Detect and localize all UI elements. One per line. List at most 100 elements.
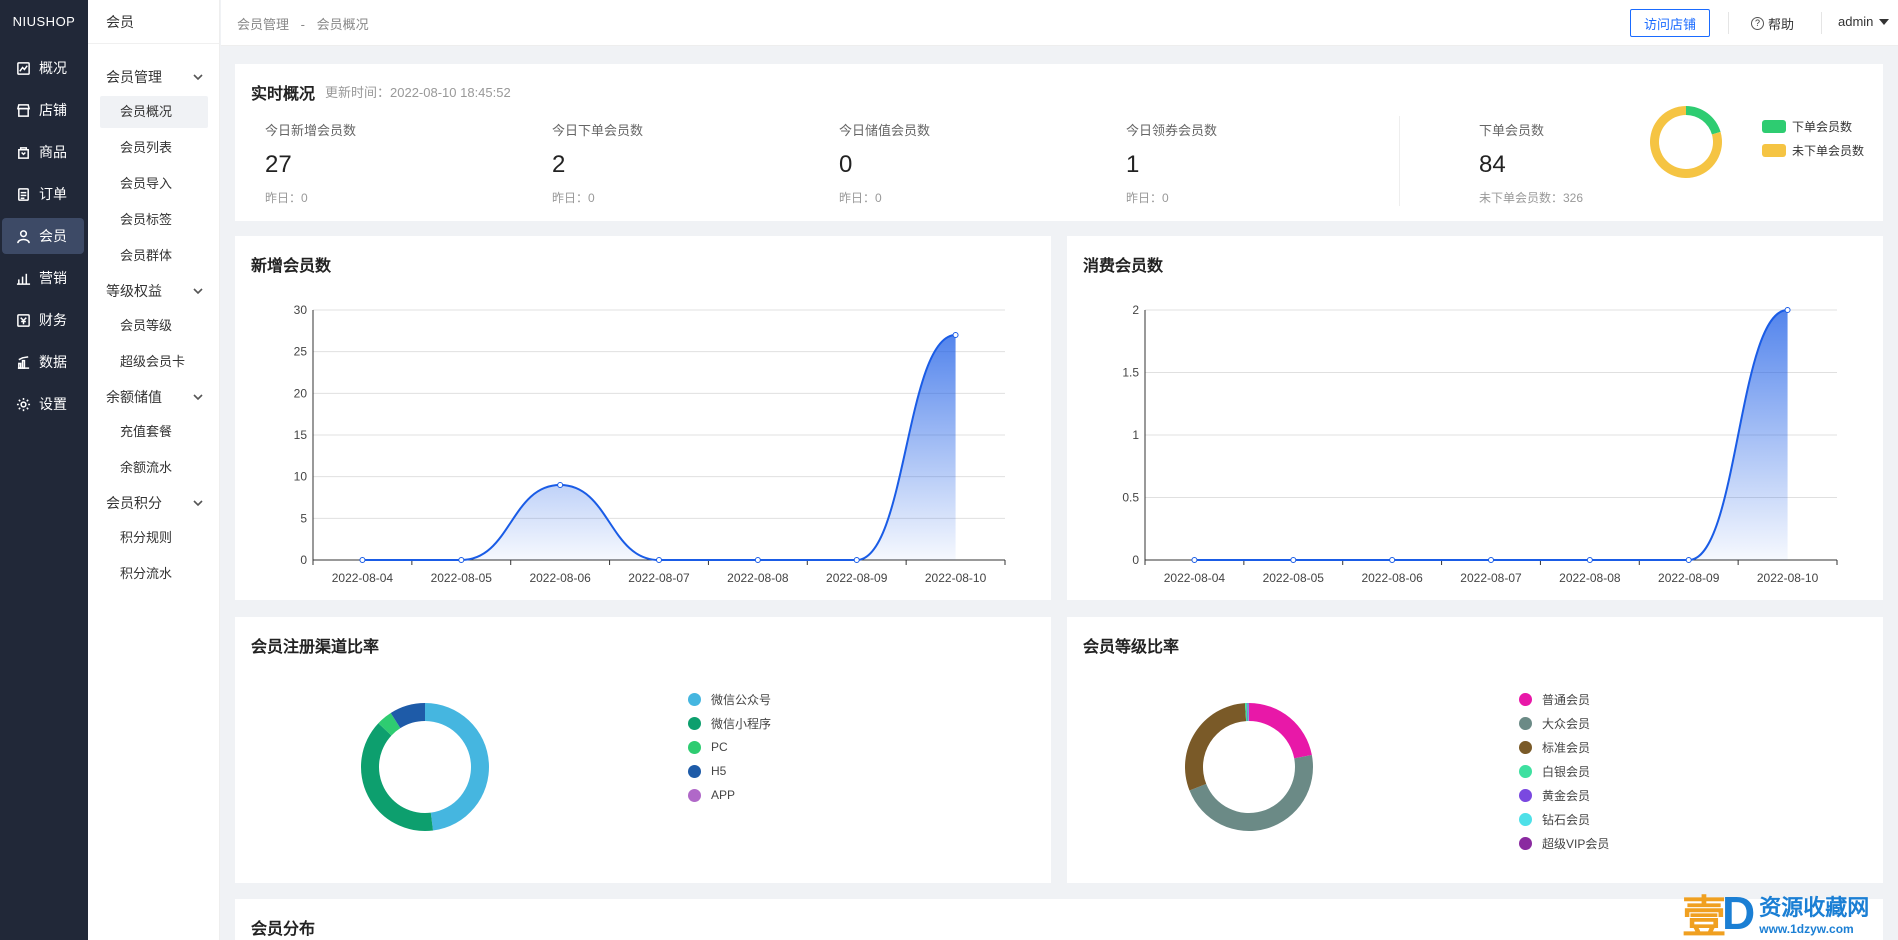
divider — [1728, 12, 1729, 34]
channel-legend-item[interactable]: 微信公众号 — [688, 687, 771, 711]
nav-item[interactable]: 数据 — [2, 344, 84, 380]
level-legend-item[interactable]: 钻石会员 — [1519, 807, 1609, 831]
top-bar: 会员管理 - 会员概况 访问店铺 ? 帮助 admin — [221, 0, 1898, 46]
sidebar-item[interactable]: 会员概况 — [100, 96, 208, 128]
data-point[interactable] — [359, 557, 366, 563]
level-legend-item[interactable]: 白银会员 — [1519, 759, 1609, 783]
level-legend-item[interactable]: 大众会员 — [1519, 711, 1609, 735]
channel-legend-item[interactable]: 微信小程序 — [688, 711, 771, 735]
data-point[interactable] — [952, 332, 959, 338]
sidebar-item[interactable]: 会员群体 — [120, 248, 173, 263]
x-tick-label: 2022-08-07 — [628, 571, 690, 585]
channel-slice[interactable] — [425, 703, 490, 831]
nav-item-label: 设置 — [39, 396, 67, 412]
nav-item[interactable]: 设置 — [2, 386, 84, 422]
data-point[interactable] — [557, 482, 564, 488]
breadcrumb-current: 会员概况 — [316, 17, 369, 32]
data-point[interactable] — [1389, 557, 1396, 563]
channel-legend-item[interactable]: H5 — [688, 759, 771, 783]
level-slice[interactable] — [1249, 703, 1312, 759]
data-point[interactable] — [458, 557, 465, 563]
x-tick-label: 2022-08-09 — [1658, 571, 1720, 585]
new-members-card: 新增会员数 0 5 10 15 20 25 30 2022-08-04 2022-08-05 20… — [235, 236, 1051, 600]
level-slice[interactable] — [1189, 755, 1313, 831]
data-point[interactable] — [1784, 307, 1791, 313]
breadcrumb: 会员管理 - 会员概况 — [237, 14, 377, 33]
legend-swatch — [1762, 144, 1786, 157]
sidebar-item[interactable]: 余额流水 — [120, 460, 173, 475]
sidebar-group[interactable]: 会员管理 — [88, 62, 220, 92]
sidebar-group-label: 等级权益 — [106, 283, 162, 299]
sidebar-item[interactable]: 会员等级 — [120, 318, 173, 333]
channel-slice[interactable] — [390, 703, 425, 729]
user-menu[interactable]: admin — [1838, 14, 1890, 29]
data-point[interactable] — [853, 557, 860, 563]
nav-item-label: 财务 — [39, 312, 67, 328]
legend-label: 白银会员 — [1542, 764, 1591, 779]
channel-legend: 微信公众号 微信小程序 PC H5 APP — [688, 687, 771, 807]
data-point[interactable] — [1191, 557, 1198, 563]
channel-legend-item[interactable]: APP — [688, 783, 771, 807]
sidebar-item[interactable]: 会员列表 — [120, 140, 173, 155]
level-slice[interactable] — [1247, 703, 1249, 722]
legend-label: 未下单会员数 — [1792, 144, 1865, 158]
order-member-slice[interactable] — [1686, 106, 1721, 135]
channel-slice[interactable] — [378, 712, 401, 736]
distribution-card: 会员分布 — [235, 899, 1883, 940]
level-slice[interactable] — [1246, 703, 1249, 722]
sidebar-group[interactable]: 余额储值 — [88, 382, 220, 412]
level-legend-item[interactable]: 普通会员 — [1519, 687, 1609, 711]
data-point[interactable] — [1685, 557, 1692, 563]
nav-item[interactable]: 财务 — [2, 302, 84, 338]
data-icon — [17, 355, 30, 369]
breadcrumb-item[interactable]: 会员管理 — [237, 17, 290, 32]
sidebar-item[interactable]: 会员导入 — [120, 176, 173, 191]
data-point[interactable] — [1290, 557, 1297, 563]
help-link[interactable]: ? 帮助 — [1751, 14, 1794, 33]
card-title: 会员注册渠道比率 — [251, 639, 380, 656]
level-legend-item[interactable]: 超级VIP会员 — [1519, 831, 1609, 855]
divider — [1821, 12, 1822, 34]
channel-legend-item[interactable]: PC — [688, 735, 771, 759]
watermark-url: www.1dzyw.com — [1759, 921, 1854, 936]
x-tick-label: 2022-08-04 — [1164, 571, 1226, 585]
stat-value: 84 — [1479, 151, 1506, 178]
data-point[interactable] — [656, 557, 662, 563]
nav-item[interactable]: 会员 — [2, 218, 84, 254]
legend-item[interactable]: 下单会员数 — [1762, 118, 1852, 135]
nav-item-label: 会员 — [39, 228, 67, 244]
legend-dot — [688, 764, 701, 778]
nav-item[interactable]: 营销 — [2, 260, 84, 296]
nav-item[interactable]: 订单 — [2, 176, 84, 212]
sidebar-item[interactable]: 充值套餐 — [120, 424, 173, 439]
sidebar-item[interactable]: 积分规则 — [120, 530, 173, 545]
card-title: 消费会员数 — [1083, 258, 1164, 275]
stat-value: 1 — [1126, 151, 1140, 178]
sidebar-group[interactable]: 会员积分 — [88, 488, 220, 518]
sidebar-group[interactable]: 等级权益 — [88, 276, 220, 306]
stat-label: 今日储值会员数 — [839, 123, 931, 138]
level-legend-item[interactable]: 黄金会员 — [1519, 783, 1609, 807]
sidebar-item[interactable]: 积分流水 — [120, 566, 173, 581]
goods-icon — [18, 146, 29, 159]
data-point[interactable] — [1586, 557, 1593, 563]
legend-dot — [1519, 740, 1532, 754]
nav-item[interactable]: 概况 — [2, 50, 84, 86]
legend-label: 超级VIP会员 — [1542, 836, 1610, 851]
data-point[interactable] — [754, 557, 761, 563]
legend-dot — [688, 788, 701, 802]
sidebar-item[interactable]: 超级会员卡 — [120, 354, 186, 369]
visit-store-button[interactable]: 访问店铺 — [1630, 9, 1710, 37]
channel-slice[interactable] — [361, 723, 434, 831]
y-tick-label: 25 — [294, 345, 308, 359]
legend-item[interactable]: 未下单会员数 — [1762, 142, 1864, 159]
y-tick-label: 15 — [294, 428, 308, 442]
nav-item[interactable]: 商品 — [2, 134, 84, 170]
sidebar-item[interactable]: 会员标签 — [120, 212, 173, 227]
data-point[interactable] — [1488, 557, 1494, 563]
nav-item[interactable]: 店铺 — [2, 92, 84, 128]
level-slice[interactable] — [1185, 703, 1247, 791]
level-slice[interactable] — [1244, 703, 1248, 722]
level-legend-item[interactable]: 标准会员 — [1519, 735, 1609, 759]
new-members-chart: 0 5 10 15 20 25 30 2022-08-04 2022-08-05 2022-08-… — [294, 303, 1006, 585]
